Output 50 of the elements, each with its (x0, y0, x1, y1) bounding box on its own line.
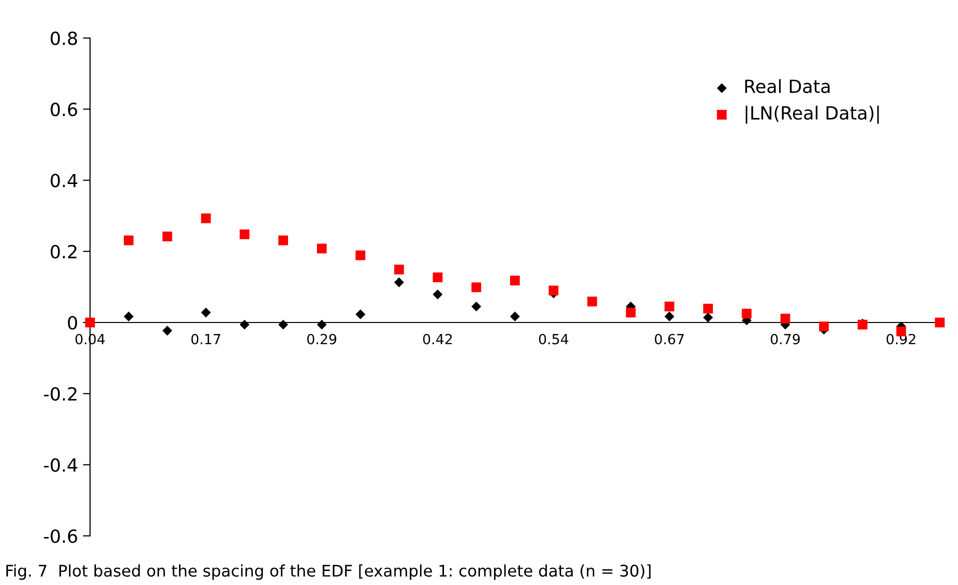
y-tick-label: -0.4 (44, 458, 78, 472)
point (664, 312, 674, 322)
point (471, 282, 482, 292)
point (703, 312, 713, 322)
y-tick-label: -0.6 (44, 529, 78, 543)
point (316, 320, 327, 330)
y-tick-label: -0.2 (44, 387, 76, 401)
point (432, 290, 443, 300)
point (124, 236, 134, 246)
point (201, 213, 211, 224)
point (356, 309, 366, 320)
point (316, 244, 327, 254)
point (626, 308, 636, 318)
point (819, 322, 829, 332)
point (240, 229, 250, 240)
point (703, 304, 713, 314)
point (240, 320, 250, 330)
point (278, 320, 288, 330)
point (394, 277, 404, 288)
x-tick-label: 0.67 (654, 334, 684, 344)
x-tick-label: 0.79 (770, 334, 800, 344)
point (664, 302, 674, 312)
point (934, 318, 945, 328)
point (510, 276, 520, 286)
x-tick-label: 0.54 (539, 334, 568, 344)
point (124, 312, 134, 322)
legend-label: |LN(Real Data)| (746, 106, 879, 124)
point (510, 312, 520, 322)
point (162, 326, 172, 336)
point (201, 308, 211, 318)
point (278, 236, 288, 246)
x-tick-label: 0.42 (423, 334, 452, 344)
point (356, 250, 366, 260)
point (162, 232, 172, 242)
y-tick-label: 0.8 (50, 31, 78, 46)
caption: Fig. 7 Plot based on the spacing of the EDF [example 1: complete data (n = 30)] (6, 564, 651, 580)
point (548, 286, 558, 296)
point (587, 296, 598, 306)
point (780, 314, 790, 324)
x-tick-label: 0.17 (191, 334, 220, 344)
y-tick-label: 0.6 (50, 102, 78, 116)
point (742, 308, 752, 318)
point (394, 264, 404, 274)
y-tick-label: 0 (68, 316, 78, 330)
y-tick-label: 0.4 (50, 174, 78, 188)
legend-label: Real Data (745, 79, 830, 94)
point (432, 272, 443, 282)
x-tick-label: 0.29 (307, 334, 336, 344)
point (471, 302, 482, 312)
y-tick-label: 0.2 (50, 244, 76, 258)
